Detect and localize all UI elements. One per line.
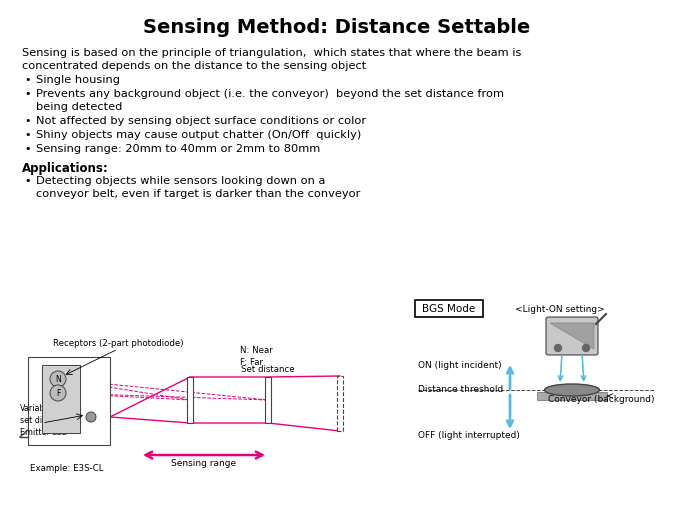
Text: Not affected by sensing object surface conditions or color: Not affected by sensing object surface c…: [36, 116, 366, 126]
Circle shape: [583, 345, 589, 352]
Circle shape: [50, 371, 66, 387]
Text: Distance threshold: Distance threshold: [418, 385, 504, 394]
Text: OFF (light interrupted): OFF (light interrupted): [418, 431, 520, 440]
Circle shape: [50, 385, 66, 401]
Text: •: •: [24, 130, 30, 140]
Text: •: •: [24, 75, 30, 85]
Text: Variable
set distance
Emitter LED: Variable set distance Emitter LED: [20, 403, 69, 436]
Text: Detecting objects while sensors looking down on a: Detecting objects while sensors looking …: [36, 176, 325, 186]
Text: •: •: [24, 144, 30, 154]
Text: N: Near
F: Far: N: Near F: Far: [240, 345, 273, 366]
FancyBboxPatch shape: [546, 317, 598, 356]
Text: •: •: [24, 116, 30, 126]
Text: Example: E3S-CL: Example: E3S-CL: [30, 463, 103, 472]
Text: Receptors (2-part photodiode): Receptors (2-part photodiode): [53, 338, 183, 347]
Bar: [337, 376, 343, 431]
Text: Set distance: Set distance: [241, 364, 295, 373]
Ellipse shape: [545, 384, 599, 396]
Text: •: •: [24, 89, 30, 99]
Text: ON (light incident): ON (light incident): [418, 361, 502, 370]
Text: concentrated depends on the distance to the sensing object: concentrated depends on the distance to …: [22, 61, 367, 71]
Text: Shiny objects may cause output chatter (On/Off  quickly): Shiny objects may cause output chatter (…: [36, 130, 361, 140]
Text: Sensing range: Sensing range: [171, 458, 236, 467]
Bar: [28, 358, 110, 445]
Bar: [537, 392, 607, 400]
Text: being detected: being detected: [36, 102, 122, 112]
Text: N: N: [55, 375, 61, 384]
Text: Sensing is based on the principle of triangulation,  which states that where the: Sensing is based on the principle of tri…: [22, 48, 521, 58]
Text: conveyor belt, even if target is darker than the conveyor: conveyor belt, even if target is darker …: [36, 189, 360, 198]
Text: Applications:: Applications:: [22, 162, 109, 175]
Circle shape: [554, 345, 562, 352]
Text: Sensing range: 20mm to 40mm or 2mm to 80mm: Sensing range: 20mm to 40mm or 2mm to 80…: [36, 144, 320, 154]
Polygon shape: [42, 365, 80, 433]
Text: Sensing Method: Distance Settable: Sensing Method: Distance Settable: [143, 18, 531, 37]
Text: <Light-ON setting>: <Light-ON setting>: [515, 305, 605, 314]
Text: Single housing: Single housing: [36, 75, 120, 85]
Bar: [187, 377, 193, 423]
Bar: [415, 300, 483, 317]
Circle shape: [86, 412, 96, 422]
Bar: [265, 377, 271, 423]
Text: •: •: [24, 176, 30, 186]
Text: F: F: [56, 389, 60, 398]
Text: BGS Mode: BGS Mode: [423, 304, 476, 314]
Polygon shape: [550, 323, 594, 349]
Text: Conveyor (background): Conveyor (background): [549, 394, 655, 402]
Text: Prevents any background object (i.e. the conveyor)  beyond the set distance from: Prevents any background object (i.e. the…: [36, 89, 504, 99]
